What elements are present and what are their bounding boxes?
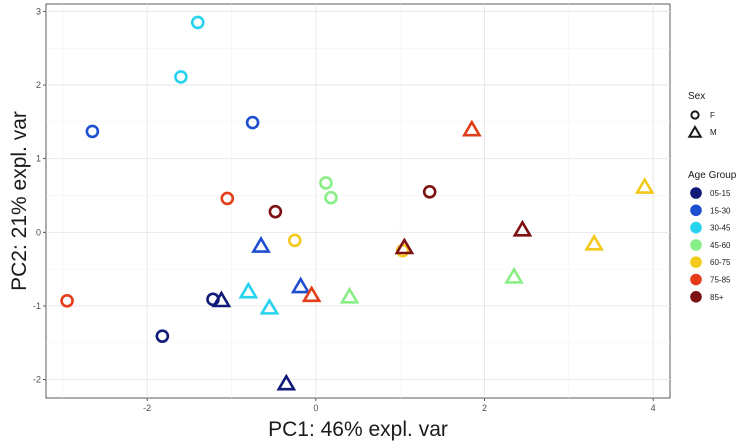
y-tick-label: -1 bbox=[33, 301, 41, 311]
legend-key-swatch bbox=[690, 273, 702, 286]
legend-age-label: 30-45 bbox=[710, 224, 731, 233]
data-point-circle bbox=[220, 191, 235, 206]
data-point-triangle bbox=[259, 297, 280, 315]
data-point-circle bbox=[155, 329, 170, 343]
legend-age-label: 60-75 bbox=[710, 258, 731, 267]
axis-ticks: -2 0 2 4 -2 -1 0 1 2 3 bbox=[33, 6, 656, 413]
y-tick-label: 1 bbox=[36, 154, 41, 164]
legend: Sex FM Age Group 05-15 15-30 30-45 45-60 60-75 7… bbox=[687, 91, 737, 303]
data-point-triangle bbox=[301, 285, 322, 303]
x-tick-label: 2 bbox=[482, 403, 487, 413]
data-point-triangle bbox=[339, 286, 360, 304]
legend-age-label: 05-15 bbox=[710, 189, 731, 198]
data-point-triangle bbox=[634, 177, 655, 194]
data-point-triangle bbox=[251, 235, 271, 253]
data-point-triangle bbox=[394, 237, 415, 255]
data-point-circle bbox=[190, 15, 205, 30]
legend-key-swatch bbox=[690, 291, 702, 303]
data-point-circle bbox=[245, 115, 260, 130]
legend-key-swatch bbox=[690, 239, 702, 251]
y-tick-label: -2 bbox=[33, 375, 41, 385]
legend-key-swatch bbox=[690, 221, 702, 234]
y-tick-label: 0 bbox=[36, 227, 41, 237]
data-point-triangle bbox=[211, 290, 232, 308]
data-point-circle bbox=[319, 176, 333, 190]
legend-sex-title: Sex bbox=[688, 91, 705, 102]
y-tick-label: 2 bbox=[36, 80, 41, 90]
legend-age-label: 15-30 bbox=[710, 206, 731, 215]
data-point-circle bbox=[422, 184, 437, 199]
data-point-triangle bbox=[276, 373, 297, 391]
y-tick-label: 3 bbox=[36, 6, 41, 16]
legend-age-label: 45-60 bbox=[710, 241, 731, 250]
data-point-circle bbox=[60, 293, 74, 308]
x-axis-title: PC1: 46% expl. var bbox=[268, 418, 448, 441]
legend-key-swatch bbox=[690, 204, 702, 217]
legend-sex-label: F bbox=[710, 111, 715, 120]
x-tick-label: 4 bbox=[651, 403, 656, 413]
x-tick-label: -2 bbox=[143, 403, 151, 413]
data-point-triangle bbox=[504, 266, 524, 284]
grid-lines bbox=[46, 4, 670, 398]
legend-key-swatch bbox=[690, 256, 702, 269]
legend-key-swatch bbox=[690, 187, 702, 199]
x-tick-label: 0 bbox=[313, 403, 318, 413]
data-point-circle bbox=[85, 124, 100, 139]
data-points bbox=[60, 15, 655, 391]
y-axis-title: PC2: 21% expl. var bbox=[8, 111, 31, 291]
plot-panel bbox=[45, 3, 671, 399]
legend-key-circle bbox=[690, 110, 700, 120]
data-point-circle bbox=[174, 70, 188, 84]
legend-sex-label: M bbox=[710, 128, 717, 137]
legend-age-title: Age Group bbox=[688, 170, 737, 181]
data-point-triangle bbox=[584, 233, 604, 251]
legend-age-label: 85+ bbox=[710, 293, 724, 302]
data-point-triangle bbox=[512, 219, 533, 237]
data-point-triangle bbox=[238, 281, 259, 299]
data-point-circle bbox=[324, 190, 338, 205]
data-point-circle bbox=[287, 233, 302, 248]
legend-age-label: 75-85 bbox=[710, 276, 731, 285]
data-point-triangle bbox=[461, 119, 482, 137]
data-point-triangle bbox=[290, 276, 311, 294]
data-point-circle bbox=[268, 204, 283, 219]
legend-key-triangle bbox=[687, 125, 703, 138]
